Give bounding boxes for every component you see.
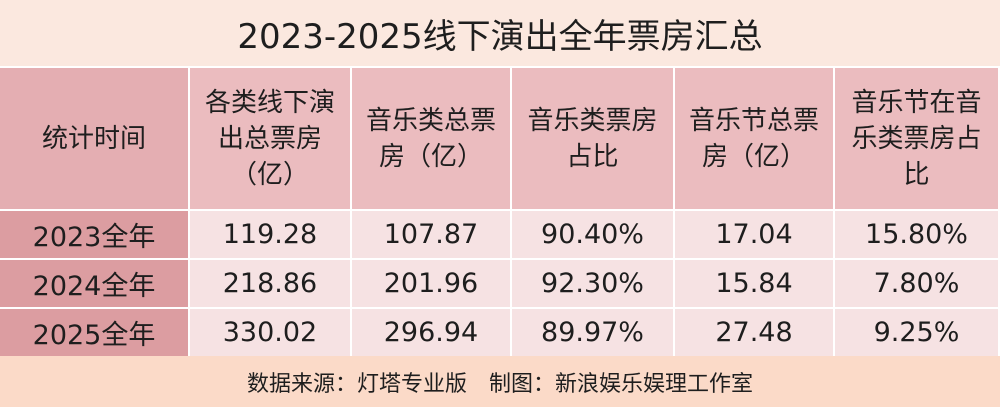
data-cell: 330.02 xyxy=(190,309,350,356)
header-cell: 统计时间 xyxy=(0,68,188,209)
summary-table: 统计时间 各类线下演出总票房（亿） 音乐类总票房（亿） 音乐类票房占比 音乐节总票房（亿… xyxy=(0,68,1000,356)
data-cell: 89.97% xyxy=(512,309,673,356)
header-cell: 音乐节在音乐类票房占比 xyxy=(835,68,998,209)
data-cell: 9.25% xyxy=(835,309,998,356)
data-cell: 296.94 xyxy=(352,309,510,356)
row-label: 2023全年 xyxy=(0,211,188,258)
data-cell: 107.87 xyxy=(352,211,510,258)
header-cell: 音乐节总票房（亿） xyxy=(675,68,833,209)
header-cell: 音乐类票房占比 xyxy=(512,68,673,209)
header-cell: 各类线下演出总票房（亿） xyxy=(190,68,350,209)
data-cell: 17.04 xyxy=(675,211,833,258)
data-cell: 90.40% xyxy=(512,211,673,258)
data-cell: 7.80% xyxy=(835,260,998,307)
title: 2023-2025线下演出全年票房汇总 xyxy=(0,0,1000,66)
header-cell: 音乐类总票房（亿） xyxy=(352,68,510,209)
footer: 数据来源：灯塔专业版 制图：新浪娱乐娱理工作室 xyxy=(0,356,1000,407)
data-cell: 15.84 xyxy=(675,260,833,307)
data-cell: 201.96 xyxy=(352,260,510,307)
data-cell: 15.80% xyxy=(835,211,998,258)
data-cell: 92.30% xyxy=(512,260,673,307)
data-cell: 218.86 xyxy=(190,260,350,307)
row-label: 2025全年 xyxy=(0,309,188,356)
data-cell: 27.48 xyxy=(675,309,833,356)
data-cell: 119.28 xyxy=(190,211,350,258)
row-label: 2024全年 xyxy=(0,260,188,307)
